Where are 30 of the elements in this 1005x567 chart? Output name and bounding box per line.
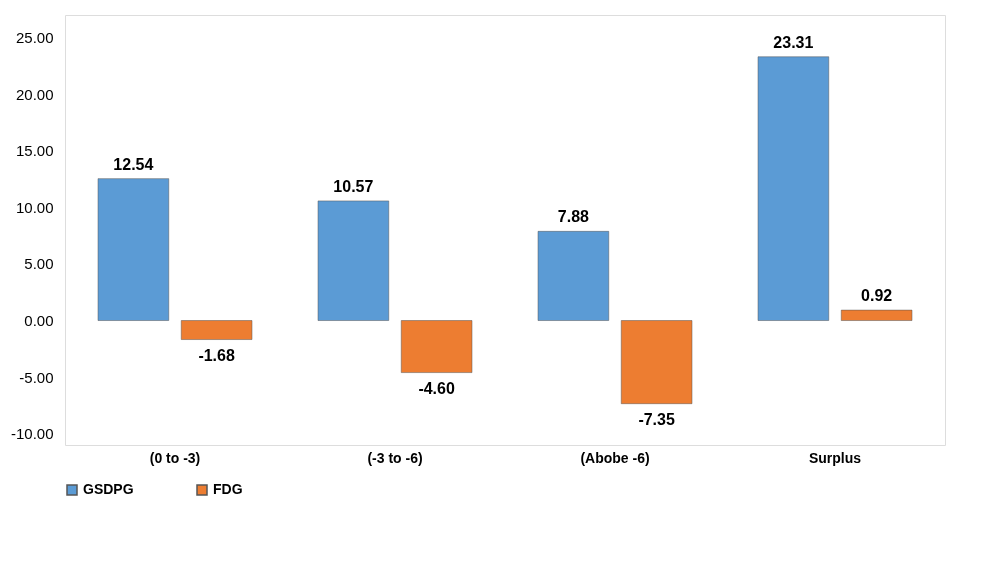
bar <box>400 320 473 373</box>
data-label: -7.35 <box>638 410 675 428</box>
x-tick-label: Surplus <box>808 449 862 466</box>
data-label: 12.54 <box>113 155 154 173</box>
x-tick-label: (0 to -3) <box>149 449 201 466</box>
bar <box>840 309 913 321</box>
x-tick-label: (Abobe -6) <box>580 449 650 466</box>
bar <box>537 231 610 321</box>
y-tick-label: 10.00 <box>15 198 54 216</box>
data-label: 7.88 <box>557 208 590 226</box>
data-label: -1.68 <box>198 346 235 364</box>
bar <box>757 56 830 321</box>
y-tick-label: 15.00 <box>15 142 54 160</box>
bar <box>97 178 170 321</box>
data-label: 0.92 <box>861 287 893 305</box>
y-tick-label: 20.00 <box>15 85 54 103</box>
y-tick-label: -5.00 <box>19 368 54 386</box>
y-tick-label: 0.00 <box>24 312 54 330</box>
y-tick-label: 25.00 <box>15 29 54 47</box>
y-tick-label: -10.00 <box>10 425 54 443</box>
data-label: 23.31 <box>773 33 814 51</box>
data-label: 10.57 <box>333 177 374 195</box>
legend-label: FDG <box>213 481 243 497</box>
x-tick-label: (-3 to -6) <box>367 449 423 466</box>
y-tick-label: 5.00 <box>24 255 54 273</box>
bar <box>180 320 253 340</box>
data-label: -4.60 <box>418 379 455 397</box>
legend-label: GSDPG <box>83 481 134 497</box>
bar <box>317 200 390 321</box>
bar <box>620 320 693 404</box>
